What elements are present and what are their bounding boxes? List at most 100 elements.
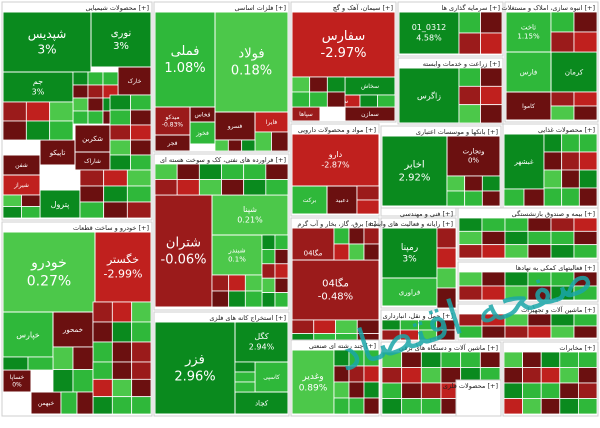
tile-rect: [326, 185, 358, 215]
tile-name: خمحور: [62, 326, 83, 334]
tile-name: شاراک: [84, 157, 101, 165]
filler-tile: [109, 94, 131, 111]
tile-rect: [154, 11, 216, 108]
tile-rect: [381, 227, 438, 279]
filler-tile: [109, 139, 131, 156]
filler-tile: [234, 381, 256, 393]
tile-rect: [2, 11, 92, 73]
tile-name: برکت: [303, 197, 317, 204]
filler-tile: [540, 382, 561, 399]
filler-tile: [109, 154, 131, 171]
tile-name: مگا04: [322, 278, 349, 290]
tile-value: 0.1%: [228, 256, 246, 264]
sector-title: فعالیتهای کمکی به نهادها [+]: [516, 264, 595, 272]
tile-value: -2.97%: [321, 46, 367, 61]
filler-tile: [503, 351, 524, 368]
filler-tile: [214, 139, 229, 152]
tile-name: شکربن: [82, 135, 103, 143]
filler-tile: [131, 321, 152, 343]
filler-tile: [359, 94, 378, 108]
filler-tile: [480, 32, 503, 55]
filler-tile: [503, 367, 524, 384]
filler-tile: [326, 76, 346, 93]
filler-tile: [261, 277, 276, 294]
filler-tile: [176, 163, 200, 180]
tile-name: شتران: [166, 235, 201, 250]
filler-tile: [154, 179, 178, 196]
filler-tile: [504, 244, 529, 259]
filler-tile: [72, 369, 94, 393]
tile-rect: [39, 139, 76, 166]
tile-name: پترول: [51, 200, 70, 209]
tile-rect: [381, 135, 448, 207]
filler-tile: [109, 109, 131, 126]
filler-tile: [578, 367, 598, 384]
filler-tile: [244, 290, 263, 308]
filler-tile: [504, 230, 529, 246]
tile-name: شپدیس: [28, 27, 67, 42]
filler-tile: [363, 243, 380, 261]
filler-tile: [333, 397, 350, 415]
filler-tile: [550, 11, 575, 33]
filler-tile: [49, 120, 74, 141]
tile-name: سپاها: [299, 111, 313, 118]
tile-name: سخاش: [361, 83, 379, 90]
tile-name: دارو: [328, 150, 343, 159]
tile-rect: [154, 106, 191, 136]
filler-tile: [481, 217, 506, 232]
sector-frame: [455, 379, 502, 417]
filler-tile: [573, 325, 598, 339]
tile-name: کاموا: [522, 103, 535, 110]
filler-tile: [79, 169, 105, 187]
filler-tile: [550, 313, 575, 327]
tile-name: فخوز: [195, 130, 209, 137]
filler-tile: [522, 351, 542, 368]
tile-rect: [211, 194, 289, 236]
filler-tile: [573, 217, 598, 232]
tile-rect: [2, 231, 96, 313]
filler-tile: [87, 84, 104, 99]
tile-name: شفن: [15, 162, 28, 169]
tile-name: فملی: [171, 44, 200, 59]
filler-tile: [333, 243, 350, 261]
tile-value: -0.06%: [161, 252, 207, 267]
filler-tile: [543, 133, 563, 153]
tile-value: -2.87%: [321, 161, 350, 170]
filler-tile: [550, 217, 575, 232]
filler-tile: [291, 76, 311, 93]
filler-tile: [2, 194, 22, 207]
filler-tile: [241, 139, 256, 152]
filler-tile: [458, 217, 483, 232]
filler-tile: [131, 341, 152, 363]
filler-tile: [559, 398, 579, 415]
filler-tile: [92, 321, 113, 343]
filler-tile: [559, 351, 579, 368]
filler-tile: [573, 31, 598, 53]
tile-name: خارک: [128, 77, 142, 85]
tile-value: 4.58%: [416, 34, 442, 43]
filler-tile: [79, 201, 105, 219]
filler-tile: [436, 247, 457, 269]
filler-tile: [561, 151, 580, 171]
filler-tile: [550, 230, 575, 246]
tile-rect: [291, 349, 335, 415]
filler-tile: [573, 230, 598, 246]
sector-title: رایانه و فعالیت های وابسته [+]: [368, 220, 453, 228]
tile-name: کاسپی: [263, 374, 280, 381]
filler-tile: [261, 234, 276, 250]
tile-value: 2.96%: [174, 369, 215, 384]
filler-tile: [92, 378, 113, 398]
filler-tile: [436, 287, 457, 309]
filler-tile: [234, 371, 256, 383]
tile-name: رمپنا: [401, 243, 418, 253]
sector-title: چند رشته ای صنعتی [+]: [309, 342, 376, 350]
filler-tile: [254, 131, 272, 152]
filler-tile: [243, 179, 267, 196]
filler-tile: [522, 367, 542, 384]
filler-tile: [540, 367, 561, 384]
tile-value: 0.18%: [231, 63, 272, 78]
filler-tile: [76, 391, 94, 415]
filler-tile: [540, 351, 561, 368]
filler-tile: [126, 201, 152, 219]
filler-tile: [154, 163, 178, 180]
